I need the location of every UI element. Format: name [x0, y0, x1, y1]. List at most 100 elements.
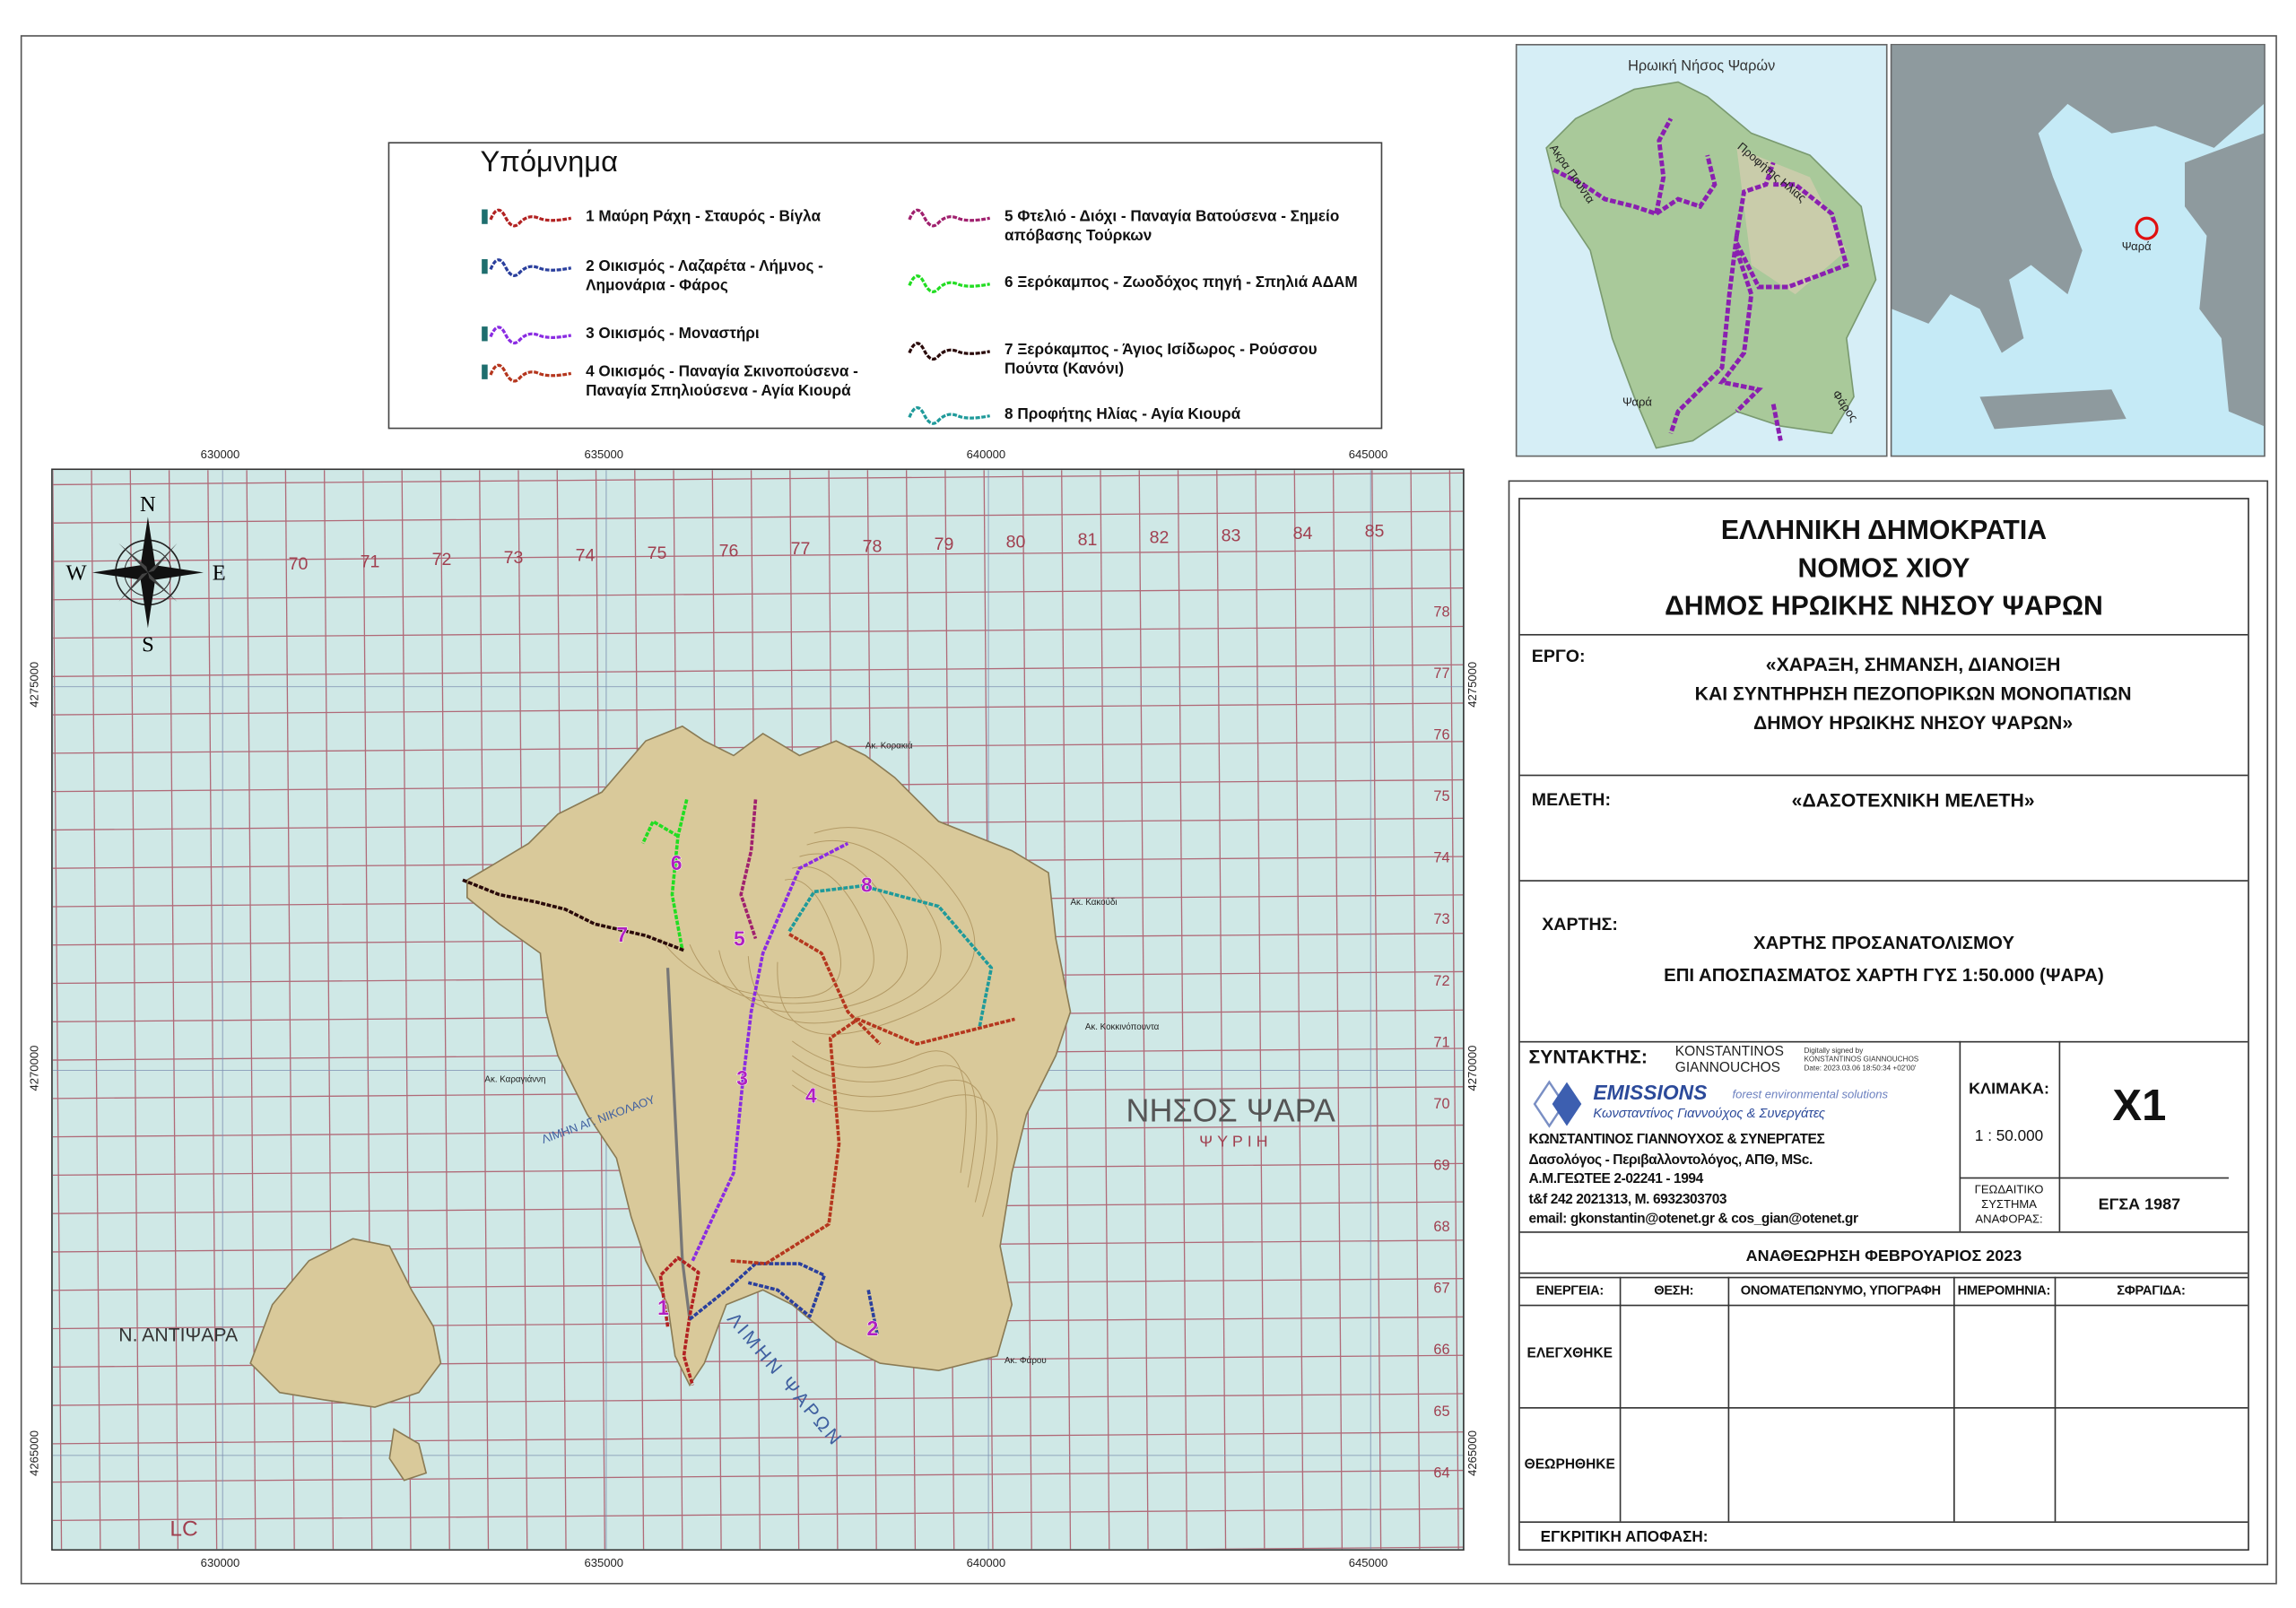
logo-name: EMISSIONS — [1593, 1080, 1708, 1105]
compass-e: E — [213, 561, 226, 586]
title-block: ΕΛΛΗΝΙΚΗ ΔΗΜΟΚΡΑΤΙΑ ΝΟΜΟΣ ΧΙΟΥ ΔΗΜΟΣ ΗΡΩ… — [1518, 498, 2249, 1552]
grid-label: 74 — [576, 545, 596, 565]
logo-sub: Κωνσταντίνος Γιαννούχος & Συνεργάτες — [1593, 1105, 1826, 1121]
grid-label: 73 — [1433, 911, 1449, 927]
grid-label: 84 — [1293, 524, 1313, 543]
grid-label: 69 — [1433, 1158, 1449, 1174]
legend-title: Υπόμνημα — [480, 146, 618, 179]
sheet-border — [20, 35, 2277, 1585]
grid-line — [1371, 470, 1382, 1550]
grid-label: 79 — [935, 535, 954, 554]
topographic-map: 70 71 72 73 74 75 76 77 78 79 80 81 82 83 84 8578777675… — [52, 470, 1464, 1550]
trail-number-label: 1 — [657, 1296, 669, 1319]
label-kokkinopounta: Ακ. Κοκκινόπουντα — [1085, 1022, 1160, 1032]
trail-line-icon — [908, 342, 991, 361]
author-details: ΚΩΝΣΤΑΝΤΙΝΟΣ ΓΙΑΝΝΟΥΧΟΣ & ΣΥΝΕΡΓΑΤΕΣ Δασ… — [1528, 1132, 1858, 1228]
legend-item: 6 Ξερόκαμπος - Ζωοδόχος πηγή - Σπηλιά ΑΔ… — [899, 274, 1367, 294]
trail-7[interactable] — [462, 878, 685, 952]
grid-label: 83 — [1222, 526, 1241, 545]
inset-trails — [1552, 117, 1849, 441]
trail-6[interactable] — [641, 799, 689, 951]
signature-note: Digitally signed by KONSTANTINOS GIANNOU… — [1804, 1047, 1919, 1073]
compass-n: N — [140, 492, 156, 517]
header-text: ΕΛΛΗΝΙΚΗ ΔΗΜΟΚΡΑΤΙΑ ΝΟΜΟΣ ΧΙΟΥ ΔΗΜΟΣ ΗΡΩ… — [1665, 514, 2103, 621]
trail-number-label: 6 — [671, 851, 683, 874]
grid-label: 74 — [1433, 850, 1449, 866]
trail-4[interactable] — [730, 933, 1015, 1265]
table-header: ΟΝΟΜΑΤΕΠΩΝΥΜΟ, ΥΠΟΓΡΑΦΗ — [1740, 1282, 1941, 1298]
trail-number-label: 5 — [734, 927, 745, 951]
grid-label: 82 — [1150, 528, 1170, 548]
legend-item: 5 Φτελιό - Διόχι - Παναγία Βατούσενα - Σ… — [899, 208, 1367, 246]
y-tick-label: 4265000 — [28, 1430, 41, 1476]
crete — [1979, 389, 2126, 430]
trail-number-label: 2 — [867, 1317, 879, 1340]
trail-8[interactable] — [787, 883, 994, 1027]
x-tick-label: 630000 — [200, 1556, 240, 1570]
grid-label: 70 — [289, 554, 309, 574]
grid-label: 65 — [1433, 1404, 1449, 1420]
antipsara-island — [249, 1238, 442, 1408]
legend-item-label: 6 Ξερόκαμπος - Ζωοδόχος πηγή - Σπηλιά ΑΔ… — [1004, 274, 1358, 291]
row-checked: ΕΛΕΓΧΘΗΚΕ — [1526, 1345, 1613, 1362]
grid-line — [52, 1393, 1464, 1406]
grid-label: 76 — [1433, 727, 1449, 743]
scale-value: 1 : 50.000 — [1974, 1127, 2044, 1145]
label-korakia: Ακ. Κορακιά — [865, 741, 913, 751]
y-tick-label: 4275000 — [28, 661, 41, 708]
xartis-text: ΧΑΡΤΗΣ ΠΡΟΣΑΝΑΤΟΛΙΣΜΟΥ ΕΠΙ ΑΠΟΣΠΑΣΜΑΤΟΣ … — [1664, 933, 2104, 986]
main-map[interactable]: 70 71 72 73 74 75 76 77 78 79 80 81 82 83 84 85 78 77 76 75… — [51, 468, 1465, 1552]
grid-line — [52, 1469, 1464, 1483]
inset-island-map: Ηρωική Νήσος Ψαρών Ακρα Πούντα Προφήτης … — [1515, 43, 1888, 457]
grid-line — [1293, 470, 1304, 1550]
legend-item-label: 2 Οικισμός - Λαζαρέτα - Λήμνος - Λημονάρ… — [586, 257, 823, 295]
trail-line-icon — [908, 406, 991, 425]
islet — [388, 1428, 428, 1482]
legend-item: 7 Ξερόκαμπος - Άγιος Ισίδωρος - Ρούσσου … — [899, 341, 1367, 378]
x-tick-label: 645000 — [1348, 448, 1388, 462]
trail-5[interactable] — [739, 799, 758, 940]
grid-label: 72 — [1433, 973, 1449, 989]
label-karagianni: Ακ. Καραγιάννη — [484, 1075, 545, 1085]
grid-label: 75 — [1433, 788, 1449, 804]
geodetic-value: ΕΓΣΑ 1987 — [2098, 1195, 2181, 1214]
table-header: ΘΕΣΗ: — [1654, 1282, 1694, 1298]
trail-line-icon — [908, 208, 991, 228]
legend: Υπόμνημα 1 Μαύρη Ράχη - Σταυρός - Βίγλα 2… — [387, 142, 1383, 430]
grid-label: 80 — [1006, 533, 1026, 552]
grid-line — [1100, 470, 1110, 1550]
legend-item-label: 3 Οικισμός - Μοναστήρι — [586, 325, 760, 343]
grid-line — [52, 625, 1464, 639]
inset-greece-label: Ψαρά — [2122, 239, 2152, 253]
trail-number-label: 7 — [616, 923, 628, 946]
trail-1[interactable] — [658, 1256, 700, 1386]
trail-line-icon — [908, 274, 991, 293]
turkey-coast — [2184, 133, 2265, 427]
grid-label: 85 — [1365, 521, 1385, 541]
legend-item-label: 1 Μαύρη Ράχη - Σταυρός - Βίγλα — [586, 207, 822, 226]
grid-line — [439, 470, 450, 1550]
grid-label: 64 — [1433, 1465, 1449, 1481]
grid-label: 77 — [1433, 665, 1449, 682]
label-island-sub: ΨΥΡΙΗ — [1199, 1132, 1272, 1150]
trail-3[interactable] — [691, 841, 849, 1262]
trail-2[interactable] — [688, 1262, 879, 1334]
table-header: ΕΝΕΡΓΕΙΑ: — [1535, 1282, 1605, 1298]
grid-line — [52, 587, 1464, 601]
table-header: ΗΜΕΡΟΜΗΝΙΑ: — [1957, 1282, 2051, 1298]
x-tick-label: 640000 — [966, 1556, 1006, 1570]
revision: ΑΝΑΘΕΩΡΗΣΗ ΦΕΒΡΟΥΑΡΙΟΣ 2023 — [1745, 1247, 2022, 1265]
grid-line — [479, 470, 490, 1550]
label-kakoudi: Ακ. Κακούδι — [1071, 898, 1118, 908]
x-tick-label: 630000 — [200, 448, 240, 462]
grid-line — [246, 470, 257, 1550]
trail-number-label: 8 — [861, 873, 873, 896]
y-tick-label: 4275000 — [1465, 661, 1480, 708]
grid-line — [517, 470, 528, 1550]
trail-number-label: 3 — [736, 1066, 748, 1090]
hiker-trail-icon — [482, 258, 572, 277]
ergo-text: «ΧΑΡΑΞΗ, ΣΗΜΑΝΣΗ, ΔΙΑΝΟΙΞΗ ΚΑΙ ΣΥΝΤΗΡΗΣΗ… — [1694, 653, 2132, 734]
grid-line — [1177, 470, 1187, 1550]
legend-item-label: 7 Ξερόκαμπος - Άγιος Ισίδωρος - Ρούσσου … — [1004, 341, 1318, 378]
